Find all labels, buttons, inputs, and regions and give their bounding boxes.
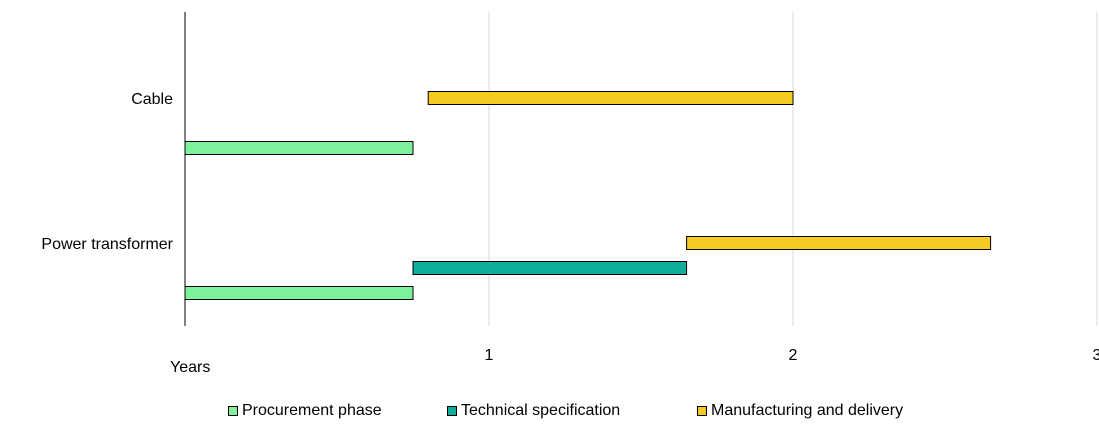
legend-label-2: Manufacturing and delivery (711, 402, 904, 419)
x-axis-label: Years (170, 359, 210, 376)
legend-item-2: Manufacturing and delivery (697, 402, 903, 420)
legend-item-1: Technical specification (447, 402, 620, 420)
gantt-chart: Cable Power transformer 1 2 3 Years (41, 12, 1099, 376)
x-tick-labels: 1 2 3 (485, 347, 1099, 364)
legend-label-0: Procurement phase (242, 402, 382, 419)
x-tick-label-0: 1 (485, 347, 494, 364)
legend-item-0: Procurement phase (228, 402, 382, 420)
legend-swatch-1 (447, 406, 457, 416)
bar-0-0 (184, 141, 414, 155)
bar-1-0 (412, 261, 688, 275)
x-tick-label-2: 3 (1093, 347, 1099, 364)
bars (184, 91, 992, 300)
x-tick-label-1: 2 (789, 347, 798, 364)
category-labels: Cable Power transformer (41, 91, 173, 253)
legend-swatch-2 (697, 406, 707, 416)
category-label-0: Cable (131, 91, 173, 108)
legend-swatch-0 (228, 406, 238, 416)
bar-2-0 (427, 91, 794, 105)
bar-2-1 (686, 236, 992, 250)
gridlines (488, 12, 1098, 326)
legend-label-1: Technical specification (461, 402, 621, 419)
legend: Procurement phase Technical specification… (0, 402, 1099, 425)
category-label-1: Power transformer (41, 236, 173, 253)
bar-0-1 (184, 286, 414, 300)
